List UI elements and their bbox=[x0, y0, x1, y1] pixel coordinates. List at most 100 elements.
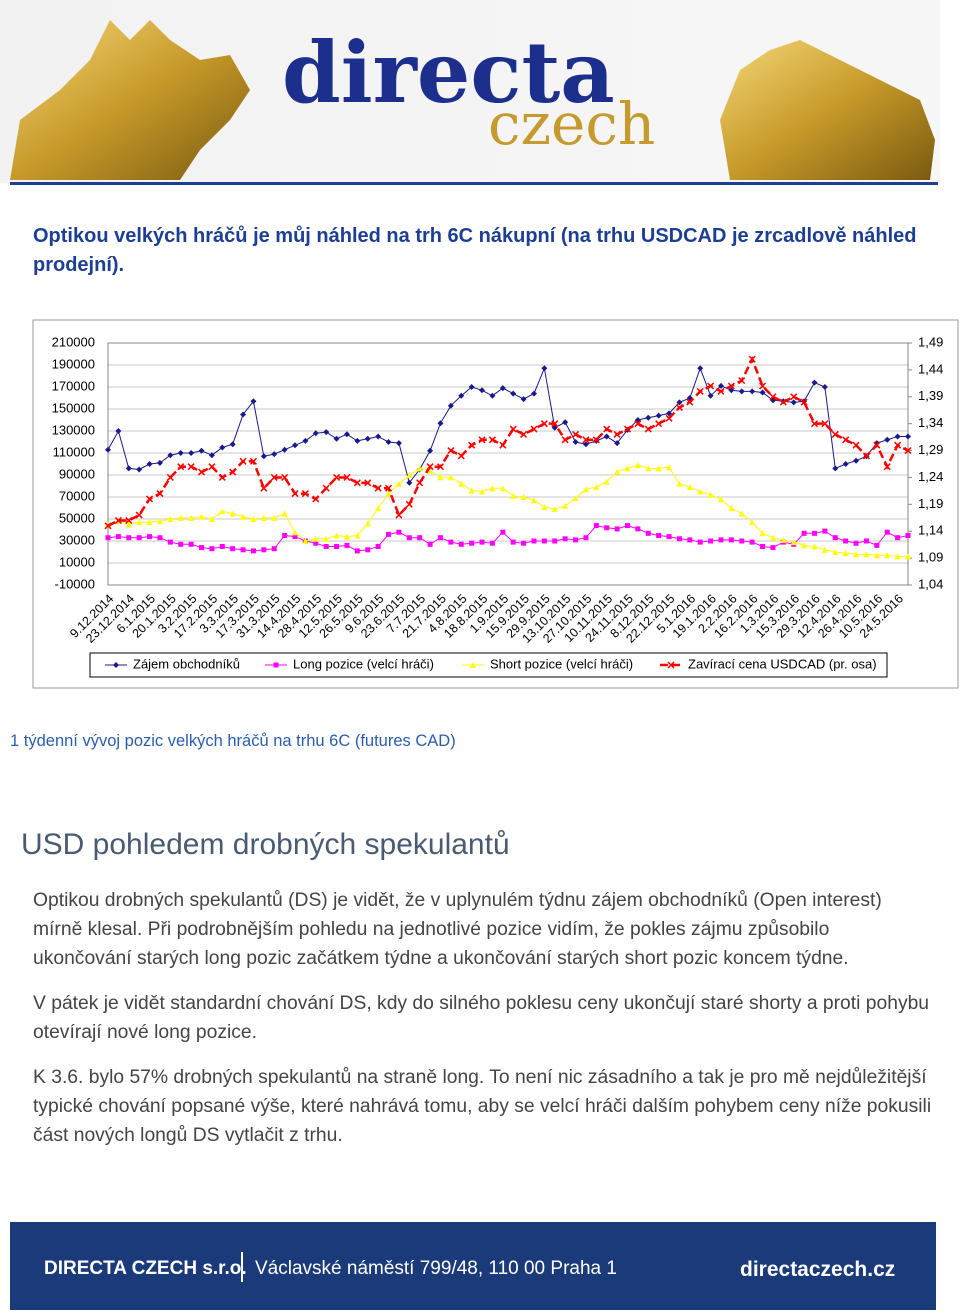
marker bbox=[469, 540, 475, 546]
marker bbox=[208, 463, 216, 471]
marker bbox=[374, 484, 382, 492]
marker bbox=[208, 452, 215, 459]
marker bbox=[811, 530, 817, 536]
marker bbox=[136, 466, 143, 473]
paragraphs: Optikou drobných spekulantů (DS) je vidě… bbox=[33, 886, 933, 1166]
marker bbox=[665, 414, 673, 422]
marker bbox=[125, 521, 132, 528]
marker bbox=[707, 382, 715, 390]
marker bbox=[541, 365, 548, 372]
marker bbox=[884, 552, 891, 559]
marker bbox=[457, 452, 465, 460]
marker bbox=[447, 474, 454, 481]
marker bbox=[177, 463, 185, 471]
marker bbox=[354, 532, 361, 539]
marker bbox=[728, 387, 735, 394]
marker bbox=[125, 465, 132, 472]
marker bbox=[843, 538, 849, 544]
marker bbox=[395, 440, 402, 447]
y2-tick-label: 1,44 bbox=[918, 361, 943, 376]
marker bbox=[520, 396, 527, 403]
marker bbox=[613, 430, 621, 438]
marker bbox=[738, 510, 745, 517]
legend-label: Short pozice (velcí hráči) bbox=[490, 656, 633, 671]
marker bbox=[417, 535, 423, 541]
marker bbox=[779, 398, 787, 406]
marker bbox=[322, 484, 330, 492]
marker bbox=[821, 546, 828, 553]
marker bbox=[364, 479, 372, 487]
marker bbox=[115, 428, 122, 434]
marker bbox=[499, 441, 507, 449]
marker bbox=[895, 535, 901, 541]
marker bbox=[530, 497, 537, 504]
marker bbox=[333, 435, 340, 442]
marker bbox=[406, 535, 412, 541]
marker bbox=[707, 491, 714, 498]
marker bbox=[364, 435, 371, 442]
marker bbox=[562, 536, 568, 542]
marker bbox=[770, 545, 776, 551]
footer-company: DIRECTA CZECH s.r.o. bbox=[44, 1258, 247, 1279]
marker bbox=[583, 535, 589, 541]
marker bbox=[198, 447, 205, 454]
marker bbox=[499, 485, 506, 492]
marker bbox=[603, 425, 611, 433]
marker bbox=[551, 420, 559, 428]
marker bbox=[230, 546, 236, 552]
marker bbox=[334, 544, 340, 549]
marker bbox=[540, 420, 548, 428]
marker bbox=[364, 520, 371, 527]
marker bbox=[624, 523, 630, 529]
marker bbox=[260, 484, 268, 492]
y-tick-label: 130000 bbox=[52, 422, 95, 437]
marker bbox=[156, 518, 163, 525]
marker bbox=[239, 457, 247, 465]
marker bbox=[863, 538, 869, 544]
marker bbox=[728, 537, 734, 543]
marker bbox=[250, 548, 256, 554]
marker bbox=[822, 528, 828, 534]
marker bbox=[645, 465, 652, 472]
marker bbox=[603, 478, 610, 485]
y2-tick-label: 1,39 bbox=[918, 388, 943, 403]
marker bbox=[271, 514, 278, 521]
marker bbox=[406, 479, 413, 486]
marker bbox=[385, 490, 392, 497]
marker bbox=[801, 530, 807, 536]
marker bbox=[790, 399, 797, 406]
bear bbox=[720, 40, 935, 180]
marker bbox=[832, 535, 838, 541]
marker bbox=[365, 547, 371, 553]
marker bbox=[479, 488, 486, 495]
chart: -10000 10000 30000 50000 70000 90000 110000 130… bbox=[32, 319, 959, 689]
marker bbox=[395, 480, 402, 487]
marker bbox=[645, 414, 652, 421]
marker bbox=[874, 542, 880, 548]
marker bbox=[343, 431, 350, 438]
marker bbox=[635, 526, 641, 532]
marker bbox=[905, 553, 911, 560]
marker bbox=[458, 392, 465, 399]
marker bbox=[488, 436, 496, 444]
marker bbox=[873, 552, 880, 559]
marker bbox=[188, 514, 195, 521]
marker bbox=[187, 463, 195, 471]
marker bbox=[842, 461, 849, 467]
marker bbox=[427, 541, 433, 547]
marker bbox=[894, 553, 901, 560]
footer: DIRECTA CZECH s.r.o. Václavské náměstí 7… bbox=[10, 1222, 936, 1310]
marker bbox=[562, 419, 569, 426]
marker bbox=[156, 459, 163, 466]
marker bbox=[862, 452, 870, 460]
marker bbox=[749, 519, 756, 526]
marker bbox=[281, 446, 288, 453]
marker bbox=[281, 473, 289, 481]
marker bbox=[146, 495, 154, 503]
marker bbox=[188, 450, 195, 456]
marker bbox=[291, 490, 299, 498]
marker bbox=[229, 441, 236, 448]
marker bbox=[853, 551, 860, 558]
marker bbox=[302, 538, 309, 544]
marker bbox=[448, 539, 454, 545]
